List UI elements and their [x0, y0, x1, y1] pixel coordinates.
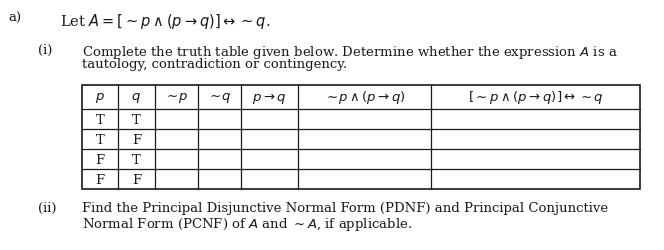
- Text: $[{\sim}p\wedge(p{\to}q)]\leftrightarrow{\sim}q$: $[{\sim}p\wedge(p{\to}q)]\leftrightarrow…: [467, 89, 603, 106]
- Text: $p$: $p$: [95, 91, 105, 104]
- Text: (i): (i): [38, 44, 52, 57]
- Text: T: T: [132, 153, 141, 166]
- Text: T: T: [96, 133, 104, 146]
- Text: F: F: [96, 153, 105, 166]
- Text: F: F: [132, 173, 141, 186]
- Text: $\sim\!p\wedge(p{\to}q)$: $\sim\!p\wedge(p{\to}q)$: [323, 89, 405, 106]
- Text: (ii): (ii): [38, 201, 56, 214]
- Text: a): a): [8, 12, 21, 25]
- Text: T: T: [96, 113, 104, 126]
- Text: Find the Principal Disjunctive Normal Form (PDNF) and Principal Conjunctive: Find the Principal Disjunctive Normal Fo…: [82, 201, 608, 214]
- Text: tautology, contradiction or contingency.: tautology, contradiction or contingency.: [82, 58, 347, 71]
- Text: F: F: [96, 173, 105, 186]
- Text: T: T: [132, 113, 141, 126]
- Text: F: F: [132, 133, 141, 146]
- Text: Complete the truth table given below. Determine whether the expression $A$ is a: Complete the truth table given below. De…: [82, 44, 618, 61]
- Text: $\sim\!p$: $\sim\!p$: [164, 91, 188, 104]
- Text: $q$: $q$: [131, 91, 141, 104]
- Text: Let $A=[{\sim}p\wedge(p{\to}q)]\leftrightarrow{\sim}q$.: Let $A=[{\sim}p\wedge(p{\to}q)]\leftrigh…: [60, 12, 270, 31]
- Text: $\sim\!q$: $\sim\!q$: [207, 91, 232, 104]
- Bar: [82, 86, 640, 189]
- Text: $p{\to}q$: $p{\to}q$: [252, 90, 287, 105]
- Text: Normal Form (PCNF) of $A$ and ${\sim}A$, if applicable.: Normal Form (PCNF) of $A$ and ${\sim}A$,…: [82, 215, 412, 232]
